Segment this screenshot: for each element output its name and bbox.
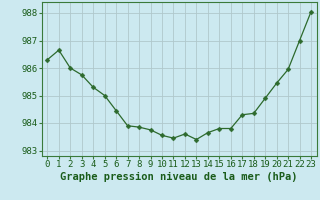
X-axis label: Graphe pression niveau de la mer (hPa): Graphe pression niveau de la mer (hPa): [60, 172, 298, 182]
